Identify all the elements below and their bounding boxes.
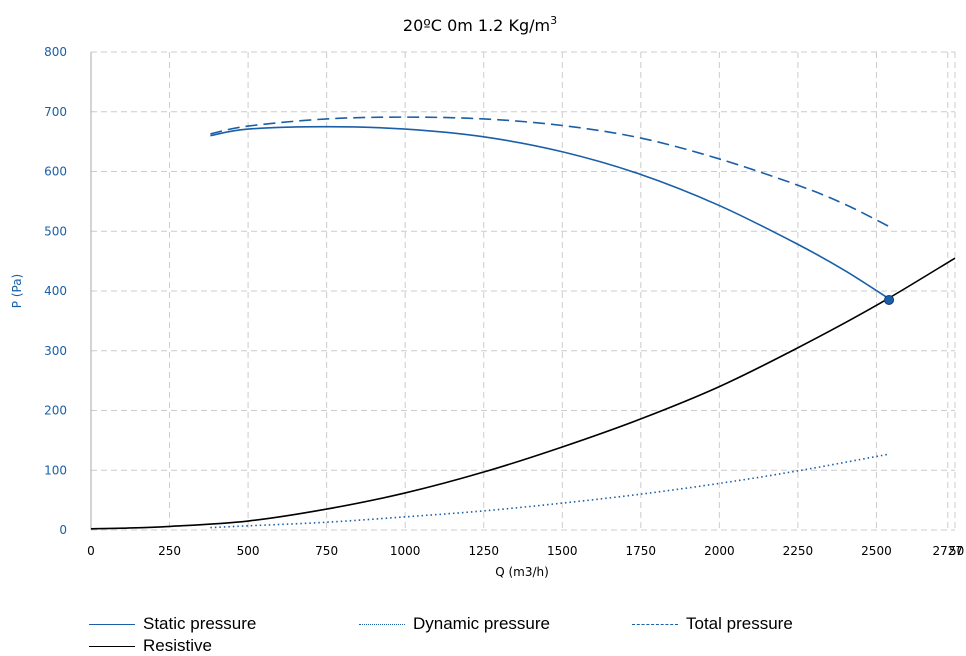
x-tick-label: 1250 bbox=[468, 544, 499, 558]
operating-point-layer bbox=[884, 294, 895, 305]
x-tick-label: 2250 bbox=[783, 544, 814, 558]
total-pressure-line bbox=[210, 116, 890, 228]
grid bbox=[90, 51, 956, 531]
x-tick-label: 2727 bbox=[933, 544, 964, 558]
x-tick-label: 1000 bbox=[390, 544, 421, 558]
static-pressure-line bbox=[210, 125, 890, 300]
legend-swatch-resistive bbox=[89, 645, 135, 647]
legend-label-resistive: Resistive bbox=[143, 636, 212, 655]
legend-total-pressure[interactable]: Total pressure bbox=[632, 614, 793, 634]
legend-swatch-static bbox=[89, 623, 135, 625]
axes: 0 100 200 300 400 500 600 700 800 0 250 500 750 1000 1… bbox=[44, 45, 964, 558]
chart-title: 20ºC 0m 1.2 Kg/m3 bbox=[403, 14, 557, 35]
dynamic-pressure-line bbox=[210, 453, 890, 529]
y-tick-label: 500 bbox=[44, 224, 67, 238]
y-tick-label: 200 bbox=[44, 404, 67, 418]
y-tick-label: 0 bbox=[59, 523, 67, 537]
x-tick-label: 250 bbox=[158, 544, 181, 558]
y-tick-label: 100 bbox=[44, 463, 67, 477]
x-tick-label: 750 bbox=[315, 544, 338, 558]
legend-static-pressure[interactable]: Static pressure bbox=[89, 614, 256, 634]
series bbox=[90, 116, 956, 530]
operating-point-marker[interactable] bbox=[884, 294, 895, 305]
title-superscript: 3 bbox=[550, 14, 557, 27]
legend-dynamic-pressure[interactable]: Dynamic pressure bbox=[359, 614, 550, 634]
pressure-chart: 0 100 200 300 400 500 600 700 800 0 250 500 750 1000 1… bbox=[10, 14, 964, 579]
legend-label-total: Total pressure bbox=[686, 614, 793, 633]
x-tick-label: 0 bbox=[87, 544, 95, 558]
legend-swatch-dynamic bbox=[359, 623, 405, 625]
legend-resistive[interactable]: Resistive bbox=[89, 636, 212, 656]
x-tick-label: 2000 bbox=[704, 544, 735, 558]
y-axis-label: P (Pa) bbox=[10, 274, 24, 308]
legend-label-static: Static pressure bbox=[143, 614, 257, 633]
x-tick-label: 50 bbox=[949, 544, 964, 558]
x-tick-label: 500 bbox=[237, 544, 260, 558]
resistive-line bbox=[90, 257, 956, 530]
x-tick-label: 1500 bbox=[547, 544, 578, 558]
y-tick-label: 600 bbox=[44, 165, 67, 179]
x-tick-label: 2500 bbox=[861, 544, 892, 558]
legend-label-dynamic: Dynamic pressure bbox=[413, 614, 550, 633]
x-tick-label: 1750 bbox=[626, 544, 657, 558]
y-tick-label: 400 bbox=[44, 284, 67, 298]
y-tick-label: 300 bbox=[44, 344, 67, 358]
x-axis-label: Q (m3/h) bbox=[495, 565, 549, 579]
y-tick-label: 800 bbox=[44, 45, 67, 59]
y-tick-label: 700 bbox=[44, 105, 67, 119]
legend-swatch-total bbox=[632, 623, 678, 625]
